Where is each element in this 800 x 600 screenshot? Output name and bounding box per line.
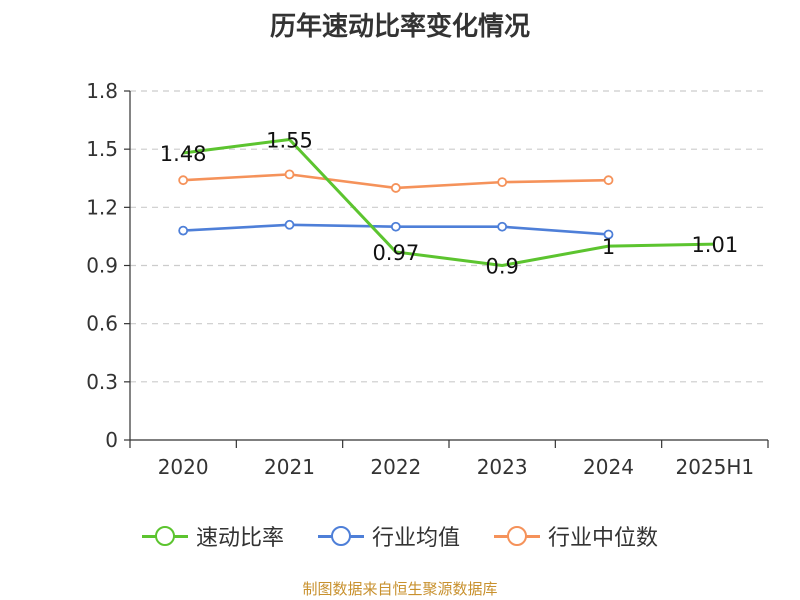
x-tick-label: 2020 — [158, 455, 209, 479]
y-tick-label: 1.8 — [86, 79, 118, 103]
legend-line-icon — [141, 526, 188, 546]
data-point — [603, 175, 614, 186]
legend-circle-icon — [154, 526, 175, 546]
data-point — [178, 225, 189, 236]
legend-item-industry-mean[interactable]: 行业均值 — [317, 520, 460, 552]
legend-circle-icon — [330, 526, 351, 546]
x-tick-label: 2022 — [370, 455, 421, 479]
data-label: 1.48 — [160, 142, 207, 166]
data-label: 1.01 — [691, 233, 738, 257]
y-tick-label: 0.6 — [86, 312, 118, 336]
legend-item-quick-ratio[interactable]: 速动比率 — [141, 520, 284, 552]
x-tick-label: 2025H1 — [675, 455, 754, 479]
data-point — [497, 177, 508, 188]
data-point — [284, 219, 295, 230]
data-point — [497, 221, 508, 232]
data-label: 1.55 — [266, 128, 313, 152]
y-tick-label: 0 — [105, 428, 118, 452]
data-label: 0.97 — [372, 241, 419, 265]
data-point — [390, 221, 401, 232]
data-labels: 1.48 1.55 0.97 0.9 1 1.01 — [160, 128, 738, 278]
y-tick-label: 0.3 — [86, 370, 118, 394]
legend-label: 速动比率 — [195, 526, 284, 551]
data-point — [603, 229, 614, 240]
data-point — [390, 183, 401, 193]
x-tick-label: 2021 — [264, 455, 315, 479]
chart-title: 历年速动比率变化情况 — [269, 12, 530, 42]
data-point — [284, 169, 295, 180]
series-lines — [178, 137, 715, 267]
legend-circle-icon — [507, 526, 527, 546]
data-label: 0.9 — [485, 255, 518, 279]
y-tick-label: 0.9 — [86, 254, 118, 278]
legend: 速动比率 行业均值 行业中位数 — [0, 520, 800, 552]
data-label: 1 — [602, 235, 615, 259]
x-tick-label: 2023 — [477, 455, 528, 479]
legend-line-icon — [494, 526, 540, 546]
legend-item-industry-median[interactable]: 行业中位数 — [494, 520, 658, 552]
y-tick-label: 1.2 — [86, 195, 118, 219]
axes: 0 0.3 0.6 0.9 1.2 1.5 1.8 2020 2021 2022 2023 2024 2… — [86, 79, 769, 479]
legend-line-icon — [317, 526, 364, 546]
series-line — [182, 137, 715, 267]
source-note: 制图数据来自恒生聚源数据库 — [302, 580, 498, 598]
x-tick-label: 2024 — [583, 455, 634, 479]
grid-lines — [130, 90, 768, 383]
legend-label: 行业均值 — [371, 526, 460, 551]
y-tick-label: 1.5 — [86, 137, 118, 161]
data-point — [178, 175, 189, 186]
legend-label: 行业中位数 — [548, 526, 659, 551]
